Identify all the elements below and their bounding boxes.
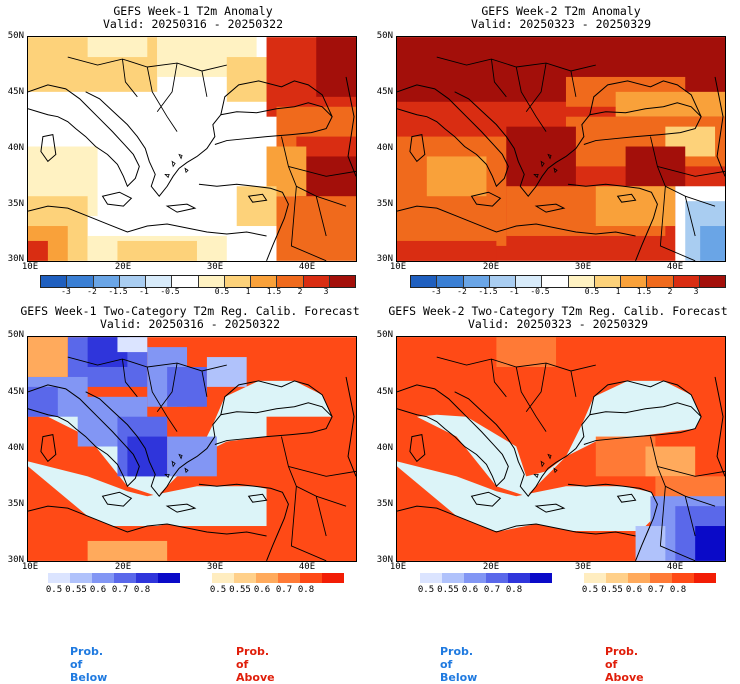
cbar-label: -2 bbox=[457, 287, 467, 296]
cbar-label: -2 bbox=[87, 287, 97, 296]
prob-above-label: 0.6 bbox=[253, 585, 271, 595]
lat-label-30n: 30N bbox=[7, 555, 24, 565]
lon-label-40e: 40E bbox=[298, 262, 316, 272]
lon-label-20e: 20E bbox=[482, 562, 500, 572]
prob-below-label: 0.55 bbox=[437, 585, 459, 595]
lon-label-10e: 10E bbox=[21, 262, 39, 272]
lat-label-45n: 45N bbox=[376, 87, 393, 97]
prob-below-label: 0.8 bbox=[505, 585, 523, 595]
lat-label-40n: 40N bbox=[376, 143, 393, 153]
lat-label-35n: 35N bbox=[7, 499, 24, 509]
cbar-label: 0.5 bbox=[584, 287, 600, 296]
prob-above-label: 0.6 bbox=[625, 585, 643, 595]
lat-label-50n: 50N bbox=[376, 31, 393, 41]
lat-label-35n: 35N bbox=[376, 199, 393, 209]
lon-label-10e: 10E bbox=[389, 262, 407, 272]
prob-below-label: 0.7 bbox=[483, 585, 501, 595]
lat-label-45n: 45N bbox=[376, 387, 393, 397]
lon-label-40e: 40E bbox=[298, 562, 316, 572]
cbar-label: 2 bbox=[297, 287, 303, 296]
panel-subtitle: Valid: 20250316 - 20250322 bbox=[102, 17, 283, 31]
prob-below-caption: Prob. of Below bbox=[70, 645, 108, 684]
lat-label-45n: 45N bbox=[7, 87, 24, 97]
prob-above-label: 0.8 bbox=[669, 585, 687, 595]
cbar-label: -0.5 bbox=[530, 287, 550, 296]
prob-below-label: 0.6 bbox=[89, 585, 107, 595]
lat-label-30n: 30N bbox=[376, 555, 393, 565]
cbar-label: 0.5 bbox=[214, 287, 230, 296]
lon-label-30e: 30E bbox=[574, 562, 592, 572]
panel-title: GEFS Week-1 T2m Anomaly bbox=[113, 4, 273, 18]
lat-label-30n: 30N bbox=[376, 254, 393, 264]
panel-title: GEFS Week-1 Two-Category T2m Reg. Calib.… bbox=[20, 304, 360, 318]
cbar-label: -1 bbox=[509, 287, 519, 296]
panel-title: GEFS Week-2 T2m Anomaly bbox=[481, 4, 641, 18]
cbar-label: 1 bbox=[245, 287, 251, 296]
lat-label-40n: 40N bbox=[7, 443, 24, 453]
cbar-label: 1.5 bbox=[636, 287, 652, 296]
lon-label-10e: 10E bbox=[21, 562, 39, 572]
lat-label-35n: 35N bbox=[376, 499, 393, 509]
lat-label-40n: 40N bbox=[7, 143, 24, 153]
lat-label-45n: 45N bbox=[7, 387, 24, 397]
map-week2-anomaly bbox=[396, 36, 726, 262]
prob-above-label: 0.5 bbox=[209, 585, 227, 595]
cbar-label: -1.5 bbox=[108, 287, 128, 296]
lat-label-50n: 50N bbox=[7, 31, 24, 41]
prob-below-colorbar bbox=[48, 573, 180, 583]
panel-subtitle: Valid: 20250323 - 20250329 bbox=[467, 317, 648, 331]
prob-above-label: 0.7 bbox=[275, 585, 293, 595]
lat-label-40n: 40N bbox=[376, 443, 393, 453]
lon-label-40e: 40E bbox=[666, 262, 684, 272]
lon-label-30e: 30E bbox=[206, 262, 224, 272]
map-week1-probability bbox=[27, 336, 357, 562]
lat-label-30n: 30N bbox=[7, 254, 24, 264]
panel-subtitle: Valid: 20250323 - 20250329 bbox=[470, 17, 651, 31]
lat-label-35n: 35N bbox=[7, 199, 24, 209]
prob-below-label: 0.7 bbox=[111, 585, 129, 595]
map-week2-probability bbox=[396, 336, 726, 562]
lon-label-10e: 10E bbox=[389, 562, 407, 572]
cbar-label: -3 bbox=[61, 287, 71, 296]
prob-below-label: 0.55 bbox=[65, 585, 87, 595]
prob-above-colorbar bbox=[584, 573, 716, 583]
anomaly-colorbar bbox=[410, 275, 726, 288]
prob-above-label: 0.8 bbox=[297, 585, 315, 595]
cbar-label: -1 bbox=[139, 287, 149, 296]
prob-above-label: 0.55 bbox=[229, 585, 251, 595]
prob-above-label: 0.7 bbox=[647, 585, 665, 595]
lat-label-50n: 50N bbox=[7, 330, 24, 340]
prob-below-label: 0.5 bbox=[45, 585, 63, 595]
map-week1-anomaly bbox=[27, 36, 357, 262]
prob-above-caption: Prob. of Above bbox=[605, 645, 644, 684]
cbar-label: 1 bbox=[615, 287, 621, 296]
lon-label-20e: 20E bbox=[482, 262, 500, 272]
prob-below-label: 0.5 bbox=[417, 585, 435, 595]
lon-label-30e: 30E bbox=[206, 562, 224, 572]
prob-above-label: 0.55 bbox=[601, 585, 623, 595]
cbar-label: 3 bbox=[693, 287, 699, 296]
prob-below-label: 0.8 bbox=[133, 585, 151, 595]
prob-above-label: 0.5 bbox=[581, 585, 599, 595]
lon-label-30e: 30E bbox=[574, 262, 592, 272]
cbar-label: 3 bbox=[323, 287, 329, 296]
prob-below-label: 0.6 bbox=[461, 585, 479, 595]
prob-above-colorbar bbox=[212, 573, 344, 583]
anomaly-colorbar bbox=[40, 275, 356, 288]
cbar-label: -1.5 bbox=[478, 287, 498, 296]
lat-label-50n: 50N bbox=[376, 330, 393, 340]
panel-subtitle: Valid: 20250316 - 20250322 bbox=[99, 317, 280, 331]
cbar-label: 2 bbox=[667, 287, 673, 296]
lon-label-20e: 20E bbox=[114, 562, 132, 572]
prob-below-caption: Prob. of Below bbox=[440, 645, 478, 684]
cbar-label: -0.5 bbox=[160, 287, 180, 296]
cbar-label: 1.5 bbox=[266, 287, 282, 296]
cbar-label: -3 bbox=[431, 287, 441, 296]
prob-below-colorbar bbox=[420, 573, 552, 583]
prob-above-caption: Prob. of Above bbox=[236, 645, 275, 684]
lon-label-20e: 20E bbox=[114, 262, 132, 272]
panel-title: GEFS Week-2 Two-Category T2m Reg. Calib.… bbox=[388, 304, 728, 318]
lon-label-40e: 40E bbox=[666, 562, 684, 572]
